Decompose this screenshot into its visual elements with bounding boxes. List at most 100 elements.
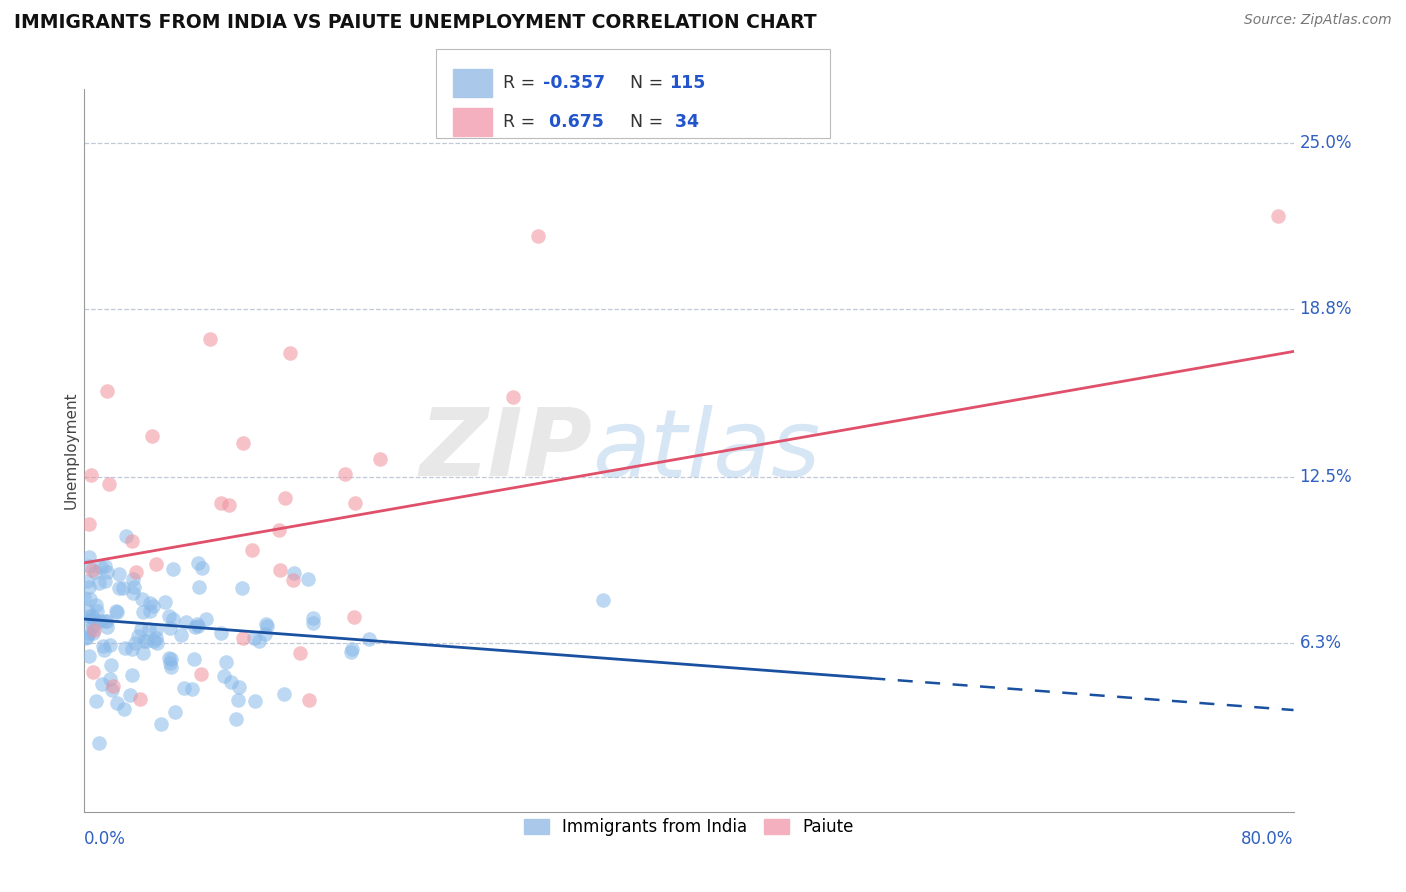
Point	[145, 557, 167, 571]
Point	[127, 629, 149, 643]
Point	[190, 667, 212, 681]
Point	[290, 646, 312, 660]
Point	[297, 573, 319, 587]
Text: Source: ZipAtlas.com: Source: ZipAtlas.com	[1244, 13, 1392, 28]
Point	[121, 573, 143, 587]
Point	[243, 694, 266, 708]
Point	[76, 630, 98, 644]
Point	[232, 435, 254, 450]
Point	[101, 683, 124, 698]
Point	[149, 717, 172, 731]
Point	[77, 626, 100, 640]
Text: 0.0%: 0.0%	[84, 830, 127, 847]
Point	[274, 491, 297, 505]
Point	[228, 680, 250, 694]
Point	[82, 619, 104, 633]
Point	[128, 692, 150, 706]
Point	[143, 634, 166, 648]
Point	[90, 560, 112, 574]
Point	[83, 612, 105, 626]
Point	[162, 612, 184, 626]
Point	[79, 649, 101, 664]
Point	[132, 646, 155, 660]
Point	[173, 681, 195, 696]
Point	[77, 549, 100, 564]
Point	[86, 598, 108, 612]
Point	[114, 641, 136, 656]
Point	[131, 591, 153, 606]
Point	[134, 634, 156, 648]
Point	[112, 702, 135, 716]
Point	[181, 682, 204, 697]
Point	[121, 668, 143, 682]
Point	[105, 605, 128, 619]
Point	[187, 580, 209, 594]
Point	[82, 625, 104, 640]
Point	[120, 689, 142, 703]
Text: 12.5%: 12.5%	[1299, 468, 1353, 486]
Point	[160, 652, 183, 666]
Point	[231, 581, 253, 595]
Point	[333, 467, 356, 482]
Point	[83, 565, 105, 579]
Point	[342, 642, 364, 657]
Point	[343, 610, 366, 624]
Point	[139, 596, 162, 610]
Point	[114, 529, 136, 543]
Point	[138, 622, 160, 636]
Point	[283, 573, 305, 587]
Point	[96, 384, 118, 399]
Point	[121, 642, 143, 657]
Text: atlas: atlas	[592, 405, 821, 496]
Point	[253, 627, 276, 641]
Point	[280, 346, 302, 360]
Point	[359, 632, 381, 647]
Point	[104, 604, 127, 618]
Text: 34: 34	[669, 113, 699, 131]
Point	[77, 580, 100, 594]
Point	[122, 580, 145, 594]
Point	[302, 616, 325, 631]
Point	[157, 651, 180, 665]
Point	[141, 429, 163, 443]
Point	[1267, 209, 1289, 223]
Point	[339, 645, 361, 659]
Point	[124, 566, 146, 580]
Point	[94, 559, 117, 574]
Point	[169, 628, 191, 642]
Point	[79, 613, 101, 627]
Text: R =: R =	[503, 74, 541, 92]
Point	[215, 655, 238, 669]
Point	[75, 631, 97, 645]
Point	[76, 574, 98, 588]
Point	[121, 534, 143, 549]
Point	[77, 558, 100, 573]
Point	[159, 621, 181, 635]
Point	[80, 563, 103, 577]
Point	[184, 620, 207, 634]
Point	[157, 609, 180, 624]
Point	[343, 496, 366, 510]
Point	[77, 517, 100, 532]
Point	[502, 391, 524, 405]
Point	[91, 640, 114, 654]
Point	[136, 634, 159, 648]
Point	[122, 585, 145, 599]
Point	[86, 604, 108, 618]
Point	[80, 468, 103, 483]
Point	[77, 604, 100, 618]
Point	[124, 636, 146, 650]
Point	[254, 617, 277, 632]
Point	[146, 636, 169, 650]
Point	[160, 660, 183, 674]
Point	[98, 476, 121, 491]
Point	[195, 612, 218, 626]
Point	[283, 566, 305, 580]
Point	[153, 595, 176, 609]
Text: 0.675: 0.675	[543, 113, 603, 131]
Point	[247, 634, 270, 648]
Text: -0.357: -0.357	[543, 74, 605, 92]
Point	[145, 624, 167, 638]
Point	[183, 652, 205, 666]
Point	[368, 451, 391, 466]
